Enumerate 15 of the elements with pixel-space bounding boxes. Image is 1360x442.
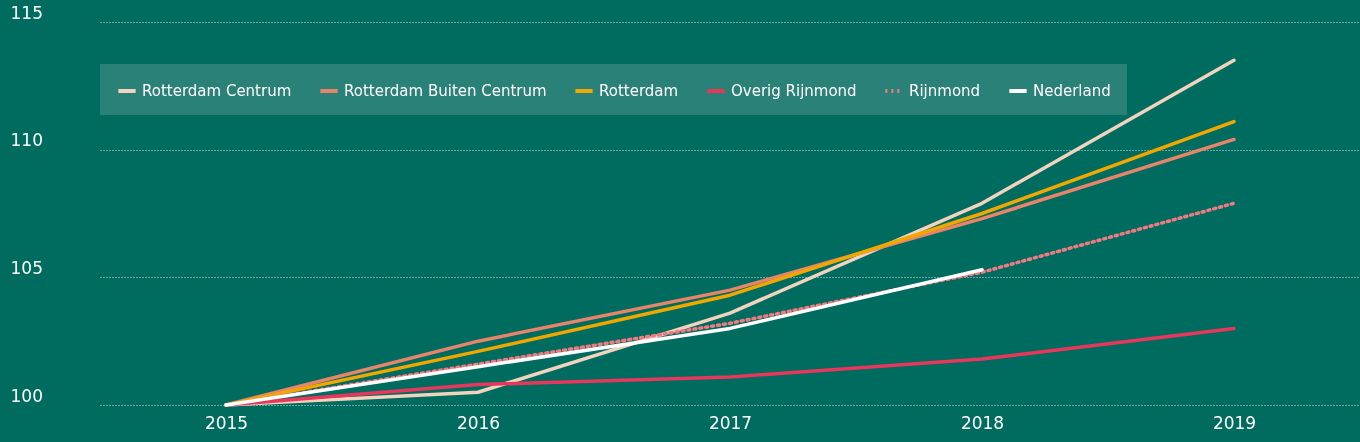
x-tick-label: 2017 (708, 412, 753, 433)
x-tick-label: 2019 (1212, 412, 1257, 433)
legend-label: Overig Rijnmond (731, 82, 857, 100)
legend-label: Rotterdam Buiten Centrum (344, 82, 547, 100)
legend-label: Rotterdam (599, 82, 679, 100)
x-tick-label: 2016 (456, 412, 501, 433)
y-tick-label: 105 (10, 257, 43, 278)
legend-label: Rijnmond (909, 82, 981, 100)
x-tick-label: 2018 (960, 412, 1005, 433)
legend-label: Nederland (1033, 82, 1111, 100)
y-tick-label: 115 (10, 2, 43, 23)
x-tick-label: 2015 (204, 412, 249, 433)
y-tick-label: 100 (10, 385, 43, 406)
legend-label: Rotterdam Centrum (142, 82, 292, 100)
y-tick-label: 110 (10, 130, 43, 151)
